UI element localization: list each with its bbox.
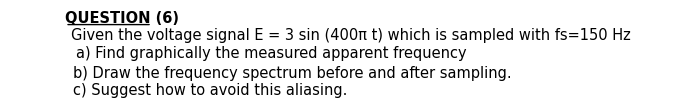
- Text: QUESTION (6): QUESTION (6): [65, 10, 179, 26]
- Text: Given the voltage signal E = 3 sin (400π t) which is sampled with fs=150 Hz: Given the voltage signal E = 3 sin (400π…: [71, 28, 631, 43]
- Text: c) Suggest how to avoid this aliasing.: c) Suggest how to avoid this aliasing.: [74, 83, 348, 98]
- Text: b) Draw the frequency spectrum before and after sampling.: b) Draw the frequency spectrum before an…: [74, 66, 512, 81]
- Text: a) Find graphically the measured apparent frequency: a) Find graphically the measured apparen…: [76, 46, 466, 61]
